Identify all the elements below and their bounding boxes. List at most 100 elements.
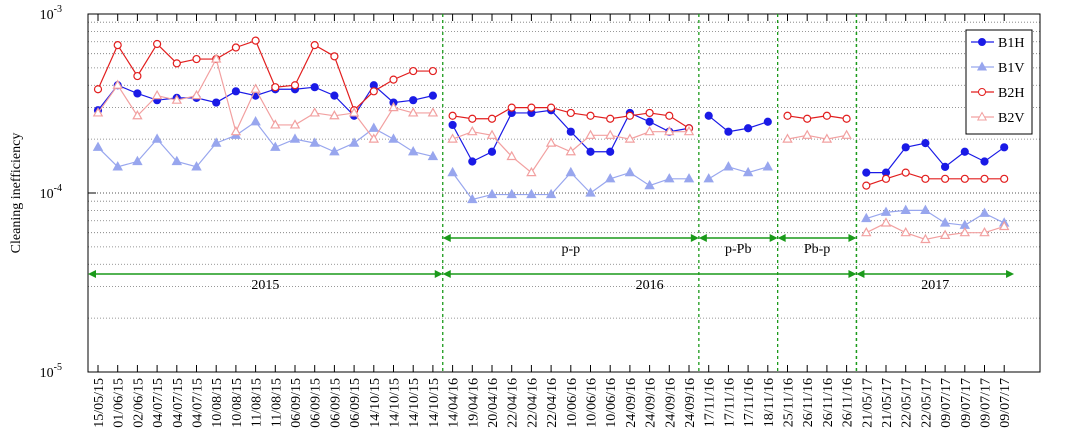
point bbox=[881, 174, 891, 183]
point bbox=[486, 129, 498, 139]
point bbox=[151, 133, 163, 143]
point bbox=[841, 129, 852, 139]
point bbox=[980, 174, 989, 183]
point bbox=[348, 107, 360, 117]
x-tick-label: 26/11/16 bbox=[821, 378, 836, 427]
point bbox=[112, 161, 123, 171]
x-tick-label: 14/04/16 bbox=[447, 378, 462, 428]
period-label: 2016 bbox=[636, 278, 664, 293]
point bbox=[171, 94, 183, 104]
point bbox=[407, 107, 419, 117]
period-label: 2015 bbox=[251, 278, 279, 293]
point bbox=[586, 147, 595, 156]
point bbox=[743, 124, 753, 133]
x-tick-label: 14/10/15 bbox=[427, 378, 442, 428]
point bbox=[664, 125, 675, 136]
point bbox=[427, 107, 439, 117]
x-tick-label: 10/08/15 bbox=[230, 378, 245, 428]
point bbox=[330, 52, 339, 61]
point bbox=[507, 103, 516, 112]
point bbox=[1000, 174, 1009, 183]
point bbox=[330, 91, 339, 100]
point bbox=[762, 161, 774, 171]
point bbox=[231, 43, 240, 52]
legend-marker bbox=[978, 38, 986, 46]
point bbox=[566, 127, 575, 136]
y-axis-label: Cleaning inefficiency bbox=[9, 133, 24, 254]
y-tick-exponent: -5 bbox=[54, 362, 62, 373]
point bbox=[862, 181, 871, 190]
series-line bbox=[97, 120, 434, 168]
point bbox=[586, 111, 595, 120]
point bbox=[113, 41, 122, 50]
x-tick-label: 09/07/17 bbox=[979, 378, 994, 428]
point bbox=[487, 147, 497, 156]
point bbox=[309, 107, 320, 117]
x-tick-label: 17/11/16 bbox=[722, 378, 737, 427]
point bbox=[546, 103, 556, 112]
x-tick-label: 10/06/16 bbox=[585, 378, 600, 428]
point bbox=[132, 155, 143, 166]
legend-label: B2H bbox=[998, 86, 1024, 101]
point bbox=[565, 166, 577, 177]
point bbox=[742, 166, 754, 177]
point bbox=[545, 188, 557, 199]
point bbox=[448, 111, 457, 120]
point bbox=[290, 81, 300, 90]
point bbox=[664, 173, 675, 183]
point bbox=[842, 114, 851, 123]
point bbox=[880, 217, 892, 227]
point bbox=[133, 71, 142, 81]
x-tick-label: 21/05/17 bbox=[860, 378, 875, 428]
point bbox=[153, 39, 162, 49]
point bbox=[151, 89, 163, 100]
x-tick-label: 09/07/17 bbox=[939, 378, 954, 428]
point bbox=[427, 150, 439, 161]
x-tick-label: 22/05/17 bbox=[900, 378, 915, 428]
x-tick-label: 01/06/15 bbox=[112, 378, 127, 428]
point bbox=[801, 129, 813, 139]
period-label: p-Pb bbox=[725, 242, 751, 257]
point bbox=[604, 129, 616, 139]
point bbox=[821, 133, 833, 143]
point bbox=[939, 229, 951, 239]
legend-label: B2V bbox=[998, 111, 1024, 126]
point bbox=[783, 111, 792, 120]
legend-label: B1V bbox=[998, 61, 1024, 76]
point bbox=[585, 129, 596, 139]
point bbox=[309, 137, 320, 147]
point bbox=[428, 91, 437, 100]
point bbox=[585, 187, 596, 197]
y-tick-exponent: -3 bbox=[54, 4, 62, 15]
point bbox=[998, 220, 1010, 231]
point bbox=[604, 173, 616, 183]
point bbox=[409, 66, 418, 76]
point bbox=[388, 101, 399, 112]
point bbox=[920, 233, 931, 244]
point bbox=[545, 137, 557, 147]
x-tick-label: 15/05/15 bbox=[92, 378, 107, 428]
point bbox=[172, 59, 181, 68]
point bbox=[447, 133, 458, 143]
point bbox=[192, 54, 201, 64]
point bbox=[606, 147, 615, 156]
point bbox=[763, 117, 772, 126]
x-tick-label: 24/09/16 bbox=[683, 378, 698, 428]
point bbox=[428, 66, 437, 76]
point bbox=[861, 226, 872, 237]
point bbox=[606, 114, 615, 123]
point bbox=[940, 162, 950, 171]
point bbox=[506, 150, 517, 161]
x-tick-label: 04/07/15 bbox=[151, 378, 166, 428]
point bbox=[112, 79, 123, 89]
x-tick-label: 26/11/16 bbox=[841, 378, 856, 427]
point bbox=[231, 87, 240, 96]
x-tick-label: 09/07/17 bbox=[998, 378, 1013, 428]
series-line bbox=[708, 115, 768, 133]
point bbox=[624, 166, 636, 177]
x-tick-label: 04/07/15 bbox=[171, 378, 186, 428]
point bbox=[132, 110, 143, 120]
x-tick-label: 10/08/15 bbox=[210, 378, 225, 428]
point bbox=[901, 143, 910, 152]
series-line bbox=[708, 166, 768, 180]
